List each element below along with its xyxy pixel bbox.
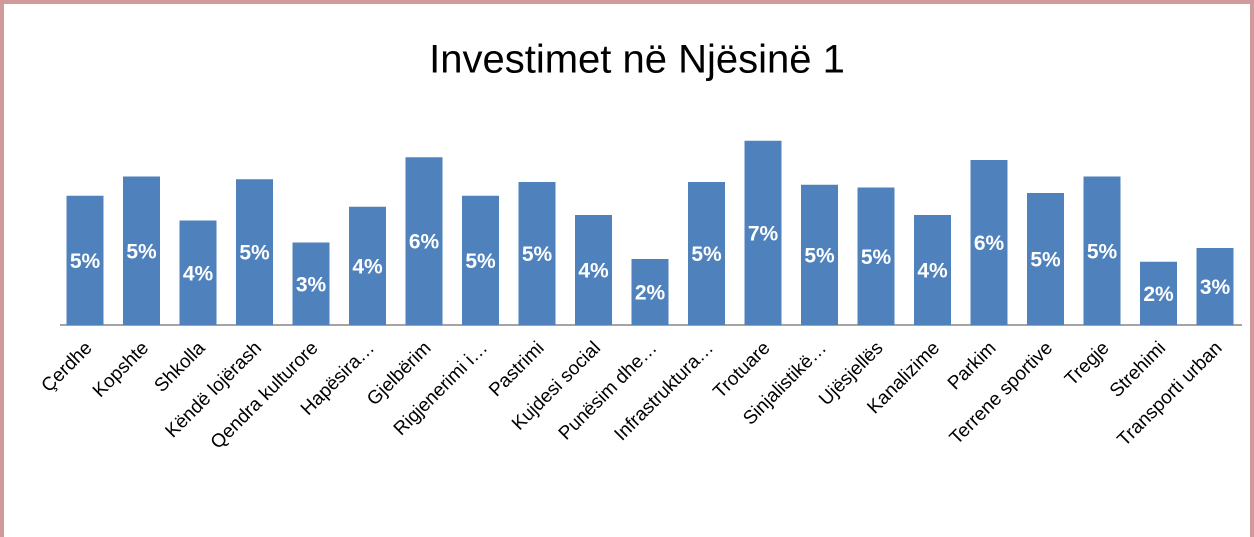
bar <box>1196 248 1234 325</box>
x-tick-label: Punësim dhe… <box>555 338 662 445</box>
data-label: 2% <box>635 282 666 305</box>
data-label: 5% <box>239 242 270 265</box>
bar <box>292 242 330 325</box>
data-label: 4% <box>183 262 214 285</box>
x-tick-label: Terrene sportive <box>946 338 1057 449</box>
bar <box>123 176 160 325</box>
x-tick-label: Parkim <box>944 338 1001 395</box>
data-label: 4% <box>352 255 383 278</box>
bar <box>744 140 782 325</box>
bar <box>801 184 838 325</box>
bar <box>1027 193 1064 325</box>
bar <box>1140 261 1177 325</box>
data-label: 5% <box>1087 240 1118 263</box>
data-label: 3% <box>1200 276 1231 299</box>
bar <box>688 182 725 325</box>
data-label: 4% <box>917 260 948 283</box>
x-tick-label: Çerdhe <box>38 338 97 397</box>
bar <box>1083 176 1121 325</box>
data-label: 2% <box>1143 283 1174 306</box>
data-label: 5% <box>465 250 496 273</box>
data-label: 6% <box>974 232 1005 255</box>
data-label: 5% <box>1030 249 1061 272</box>
x-tick-label: Tregje <box>1061 338 1113 390</box>
bar <box>66 195 104 325</box>
bar <box>179 220 217 325</box>
data-label: 7% <box>748 222 779 245</box>
bar <box>631 259 669 325</box>
data-label: 5% <box>804 244 835 267</box>
bar <box>518 182 556 325</box>
data-label: 6% <box>409 231 440 254</box>
data-label: 5% <box>70 250 101 273</box>
bar <box>349 206 386 325</box>
data-label: 3% <box>296 273 327 296</box>
bar <box>914 215 951 325</box>
data-label: 5% <box>126 240 157 263</box>
bar <box>462 195 499 325</box>
chart-title: Investimet në Njësinë 1 <box>429 38 845 82</box>
data-label: 5% <box>522 243 553 266</box>
data-label: 5% <box>691 243 722 266</box>
bar <box>575 215 612 325</box>
x-tick-label: Kopshte <box>89 338 153 402</box>
x-tick-label: Këndë lojërash <box>162 338 266 442</box>
bar <box>857 187 895 325</box>
bar <box>236 179 273 325</box>
bar <box>405 157 443 325</box>
bar <box>970 160 1008 325</box>
data-label: 4% <box>578 260 609 283</box>
x-tick-label: Infrastruktura… <box>611 338 718 445</box>
x-tick-label: Transporti urban <box>1114 338 1227 451</box>
data-label: 5% <box>861 246 892 269</box>
